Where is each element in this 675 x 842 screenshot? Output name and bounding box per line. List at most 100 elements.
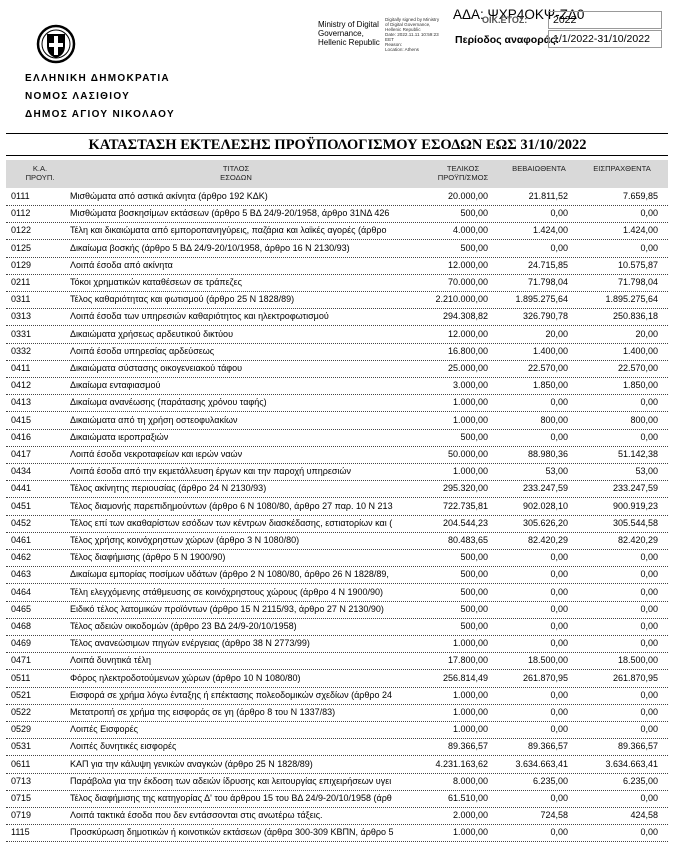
cell: 1.424,00 — [622, 225, 658, 236]
table-row: 0411 Δικαιώματα σύστασης οικογενειακού τά… — [6, 360, 668, 378]
org-line: ΕΛΛΗΝΙΚΗ ΔΗΜΟΚΡΑΤΙΑ — [25, 73, 170, 84]
cell: 500,00 — [460, 569, 488, 580]
table-row: 0529 Λοιπές Εισφορές 1.000,00 0,00 0,00 — [6, 721, 668, 740]
cell: 0465 — [11, 603, 32, 614]
table-row: 0415 Δικαιώματα από τη χρήση οστεοφυλακίω… — [6, 412, 668, 430]
column-header: Κ.Α. ΠΡΟΥΠ. — [6, 164, 74, 182]
ada: ΑΔΑ: ΨΧΡ4ΟΚΨ-ΖΔ0 — [453, 7, 585, 22]
cell: 0412 — [11, 380, 32, 391]
column-header-line: ΒΕΒΑΙΩΘΕΝΤΑ — [512, 164, 566, 173]
cell: 0464 — [11, 586, 32, 597]
cell: Τέλος ακίνητης περιουσίας (άρθρο 24 Ν 21… — [70, 483, 267, 494]
period-box: 1/1/2022-31/10/2022 — [548, 30, 662, 48]
cell: 89.366,57 — [617, 741, 658, 752]
cell: 1.400,00 — [622, 345, 658, 356]
table-row: 0463 Δικαίωμα εμπορίας ποσίμων υδάτων (άρ… — [6, 566, 668, 585]
cell: Μισθώματα βοσκησίμων εκτάσεων (άρθρο 5 Β… — [70, 208, 390, 219]
cell: 0112 — [11, 208, 31, 219]
table-row: 0462 Τέλος διαφήμισης (άρθρο 5 Ν 1900/90)… — [6, 549, 668, 568]
cell: 53,00 — [635, 466, 658, 477]
cell: 233.247,59 — [522, 483, 568, 494]
table-row: 0111 Μισθώματα από αστικά ακίνητα (άρθρο … — [6, 188, 668, 206]
cell: 500,00 — [460, 621, 488, 631]
cell: 1115 — [11, 827, 30, 838]
table-row: 0211 Τόκοι χρηματικών καταθέσεων σε τράπε… — [6, 274, 668, 292]
cell: 70.000,00 — [447, 277, 488, 287]
cell: Τέλος ανανεώσιμων πηγών ενέργειας (άρθρο… — [70, 638, 310, 649]
cell: Λοιπές Εισφορές — [70, 724, 138, 735]
cell: 0129 — [11, 259, 32, 270]
cell: 0463 — [11, 569, 32, 580]
cell: Προσκύρωση δημοτικών ή κοινοτικών εκτάσε… — [70, 827, 394, 838]
cell: Τόκοι χρηματικών καταθέσεων σε τράπεζες — [70, 277, 242, 287]
column-header-line: ΠΡΟΥΠ. — [25, 173, 55, 182]
cell: 3.634.663,41 — [515, 758, 568, 769]
cell: 305.544,58 — [612, 517, 658, 528]
cell: 500,00 — [460, 603, 488, 614]
cell: 25.000,00 — [447, 363, 488, 373]
cell: 4.231.163,62 — [435, 758, 488, 769]
cell: Τέλος αδειών οικοδομών (άρθρο 23 ΒΔ 24/9… — [70, 621, 297, 631]
cell: 8.000,00 — [452, 775, 488, 786]
cell: 500,00 — [460, 208, 488, 219]
table-row: 0469 Τέλος ανανεώσιμων πηγών ενέργειας (ά… — [6, 635, 668, 654]
cell: 204.544,23 — [442, 517, 488, 528]
cell: 0468 — [11, 621, 32, 631]
table-row: 0332 Λοιπά έσοδα υπηρεσίας αρδεύσεως 16.80… — [6, 343, 668, 361]
cell: 20,00 — [635, 328, 658, 339]
cell: 261.870,95 — [522, 672, 568, 683]
cell: 0452 — [11, 517, 32, 528]
cell: Μετατροπή σε χρήμα της εισφοράς σε γη (ά… — [70, 707, 336, 717]
table-row: 0464 Τέλη ελεγχόμενης στάθμευσης σε κοινό… — [6, 584, 668, 602]
table-row: 0451 Τέλος διαμονής παρεπιδημούντων (άρθρ… — [6, 498, 668, 516]
cell: 3.634.663,41 — [605, 758, 658, 769]
table-row: 0125 Δικαίωμα βοσκής (άρθρο 5 ΒΔ 24/9-20/… — [6, 240, 668, 258]
cell: 1.000,00 — [452, 638, 488, 649]
cell: 0,00 — [640, 586, 658, 597]
table-row: 0471 Λοιπά δυνητικά τέλη 17.800,00 18.500,0… — [6, 652, 668, 671]
cell: 12.000,00 — [447, 328, 488, 339]
cell: 1.000,00 — [452, 724, 488, 735]
table-row: 0313 Λοιπά έσοδα των υπηρεσιών καθαριότητ… — [6, 308, 668, 327]
cell: 0,00 — [550, 621, 568, 631]
cell: 0,00 — [640, 208, 658, 219]
cell: 24.715,85 — [527, 259, 568, 270]
table-row: 0522 Μετατροπή σε χρήμα της εισφοράς σε γ… — [6, 704, 668, 722]
cell: Ειδικό τέλος λατομικών προϊόντων (άρθρο … — [70, 603, 384, 614]
rule — [6, 133, 668, 134]
cell: Δικαιώματα ιεροπραξιών — [70, 431, 169, 442]
cell: Λοιπά έσοδα από την εκμετάλλευση έργων κ… — [70, 466, 351, 477]
cell: Λοιπά έσοδα νεκροταφείων και ιερών ναών — [70, 449, 243, 459]
cell: 1.000,00 — [452, 827, 488, 838]
cell: Λοιπά δυνητικά τέλη — [70, 655, 151, 666]
period-label: Περίοδος αναφοράς: — [455, 34, 560, 46]
column-header-line: Κ.Α. — [32, 164, 48, 173]
cell: 7.659,85 — [622, 191, 658, 201]
emblem — [36, 24, 76, 64]
table-row: 0416 Δικαιώματα ιεροπραξιών 500,00 0,00 0,00 — [6, 429, 668, 447]
rule — [6, 155, 668, 156]
cell: 0,00 — [640, 689, 658, 700]
table-row: 0412 Δικαίωμα ενταφιασμού 3.000,00 1.850,00… — [6, 377, 668, 396]
cell: Δικαίωμα εμπορίας ποσίμων υδάτων (άρθρο … — [70, 569, 389, 580]
cell: 0,00 — [550, 552, 568, 563]
cell: Λοιπά έσοδα από ακίνητα — [70, 259, 173, 270]
cell: 0,00 — [550, 707, 568, 717]
cell: 800,00 — [630, 414, 658, 425]
table-row: 0531 Λοιπές δυνητικές εισφορές 89.366,57 89… — [6, 738, 668, 757]
cell: 0462 — [11, 552, 32, 563]
cell: 89.366,57 — [447, 741, 488, 752]
table-row: 0417 Λοιπά έσοδα νεκροταφείων και ιερών ν… — [6, 446, 668, 464]
cell: 0,00 — [550, 603, 568, 614]
cell: 2.000,00 — [452, 810, 488, 821]
cell: 500,00 — [460, 431, 488, 442]
cell: 424,58 — [630, 810, 658, 821]
column-header-line: ΠΡΟΫΠ/ΣΜΟΣ — [437, 173, 489, 182]
cell: Τέλος καθαριότητας και φωτισμού (άρθρο 2… — [70, 294, 295, 305]
cell: 500,00 — [460, 552, 488, 563]
cell: 305.626,20 — [522, 517, 568, 528]
cell: 902.028,10 — [522, 500, 568, 511]
cell: 6.235,00 — [622, 775, 658, 786]
cell: 800,00 — [540, 414, 568, 425]
cell: Λοιπά τακτικά έσοδα που δεν εντάσσονται … — [70, 810, 323, 821]
